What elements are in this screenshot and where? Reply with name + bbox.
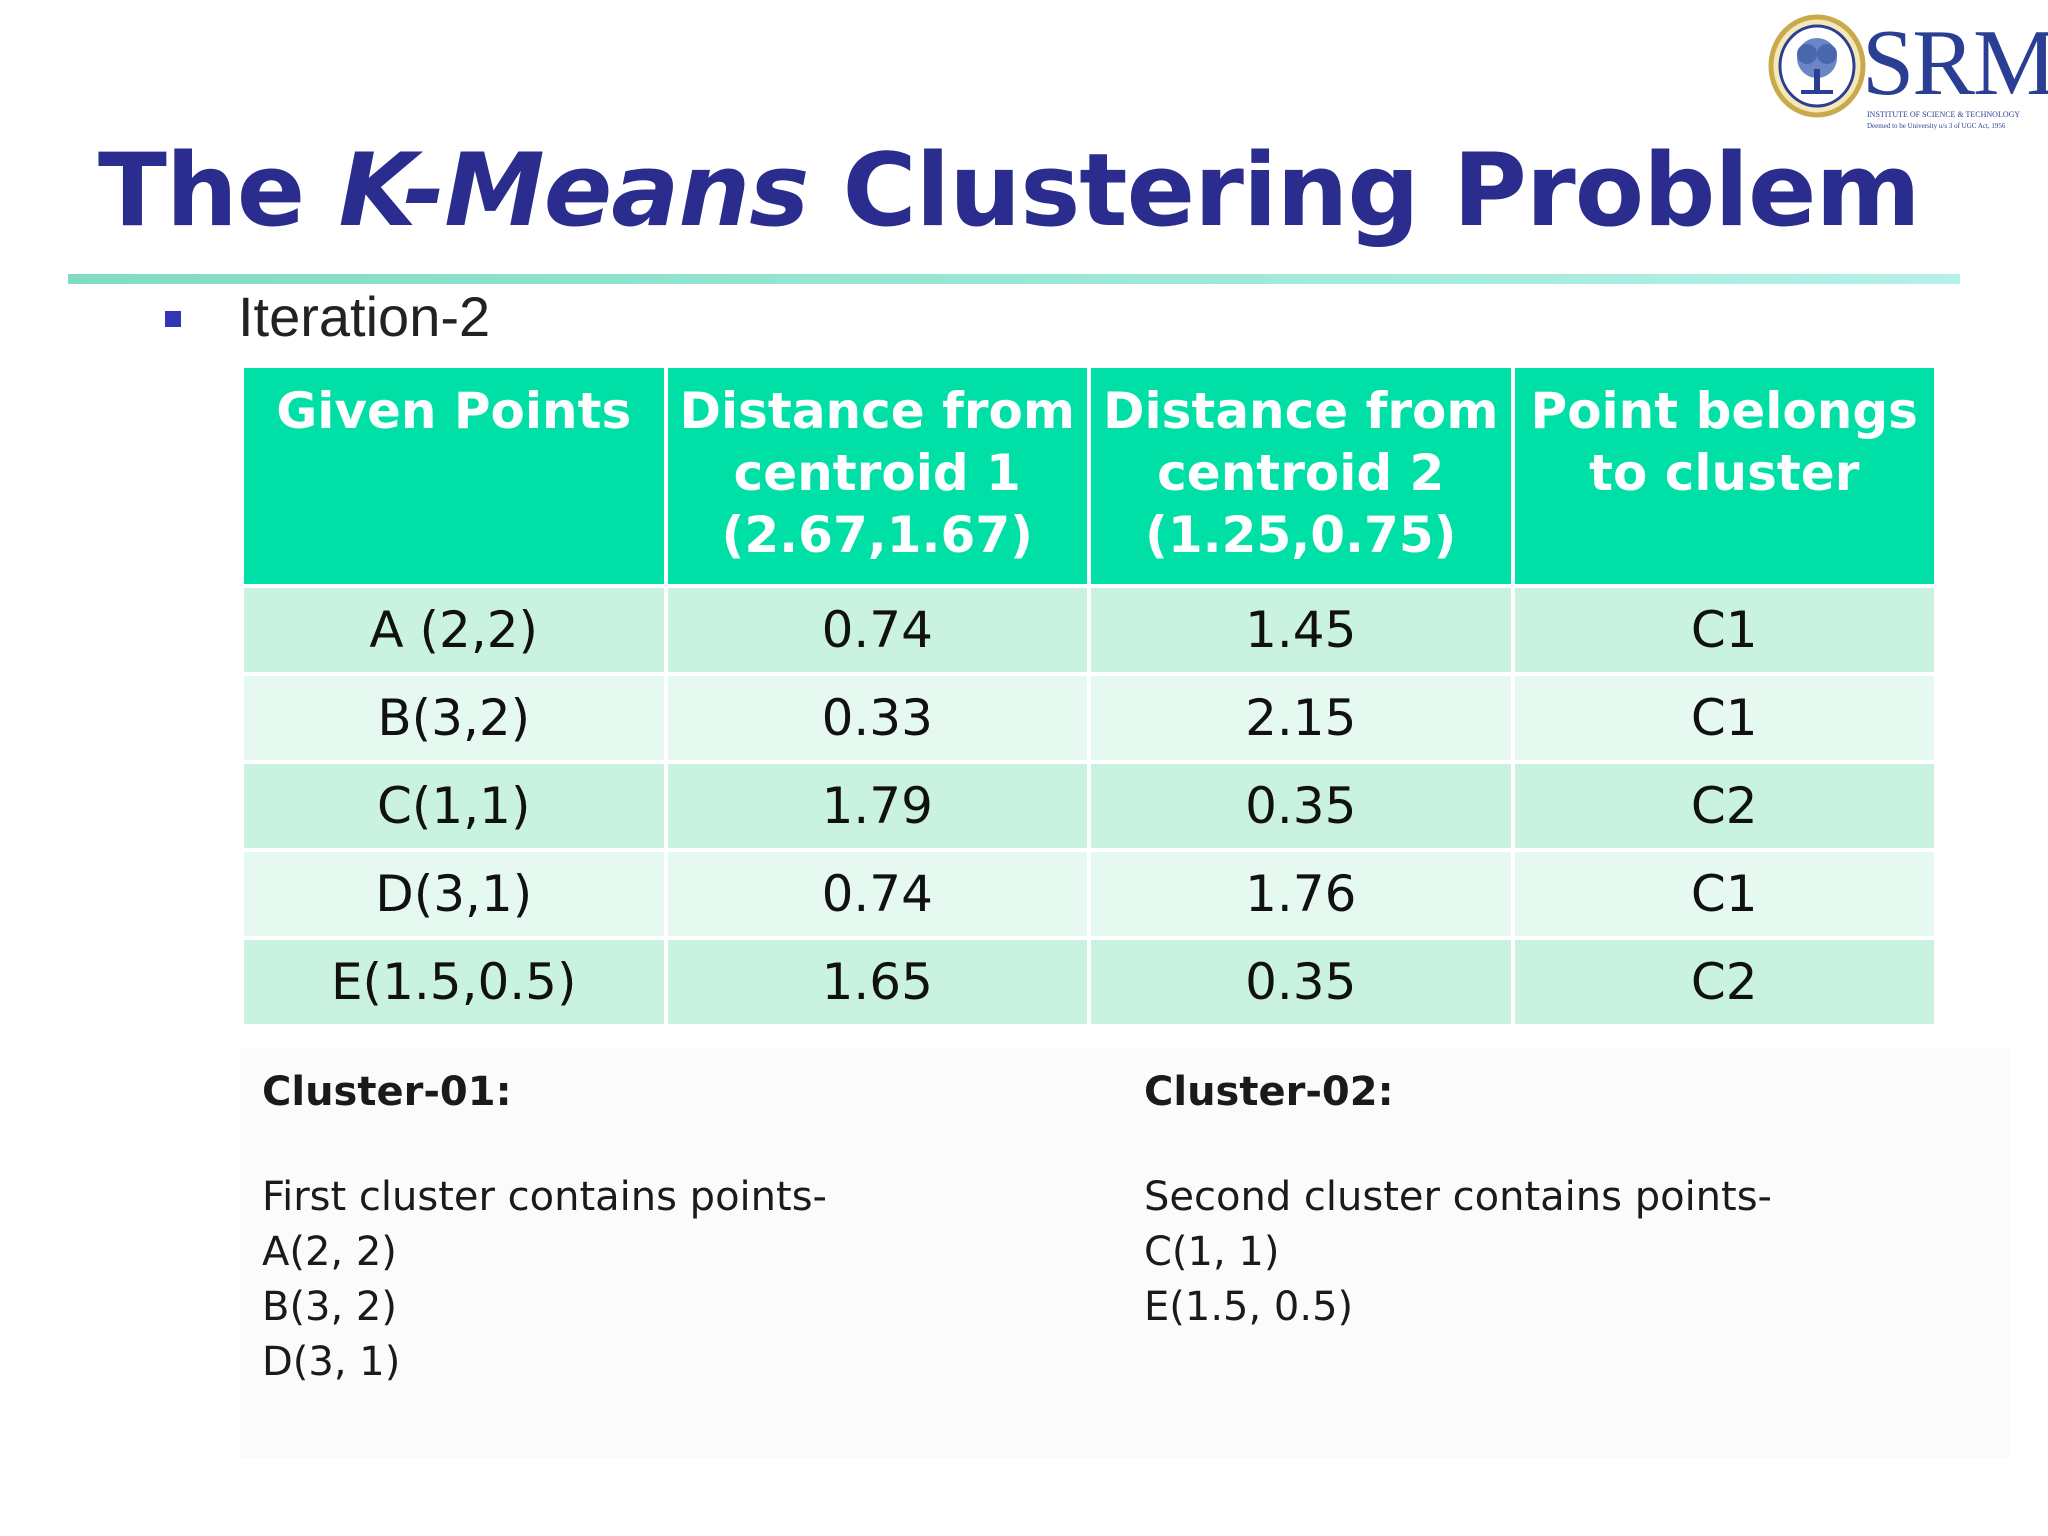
cluster-point: E(1.5, 0.5)	[1144, 1284, 1354, 1330]
cluster-point: D(3, 1)	[262, 1339, 401, 1385]
cluster-point: A(2, 2)	[262, 1229, 397, 1275]
cluster-cell: C1	[1510, 584, 1938, 676]
table-row: B(3,2) 0.33 2.15 C1	[240, 672, 1938, 764]
distance-table: Given Points Distance from centroid 1 (2…	[240, 364, 1938, 1028]
point-cell: A (2,2)	[240, 584, 668, 676]
cluster-point: C(1, 1)	[1144, 1229, 1280, 1275]
header-distance-centroid-2: Distance from centroid 2 (1.25,0.75)	[1087, 364, 1515, 588]
cluster-cell: C1	[1510, 672, 1938, 764]
cluster-heading: Cluster-02:	[1144, 1069, 1394, 1115]
title-italic: K-Means	[338, 131, 809, 249]
title-divider	[68, 274, 1960, 284]
table-row: A (2,2) 0.74 1.45 C1	[240, 584, 1938, 676]
distance-1-cell: 1.65	[663, 936, 1091, 1028]
header-given-points: Given Points	[240, 364, 668, 588]
iteration-label: Iteration-2	[238, 285, 491, 348]
title-prefix: The	[98, 131, 305, 249]
table-header-row: Given Points Distance from centroid 1 (2…	[240, 364, 1938, 588]
cluster-heading: Cluster-01:	[262, 1069, 512, 1115]
header-distance-centroid-1: Distance from centroid 1 (2.67,1.67)	[663, 364, 1091, 588]
cluster-point: B(3, 2)	[262, 1284, 397, 1330]
srm-seal-icon	[1768, 14, 1866, 118]
distance-1-cell: 1.79	[663, 760, 1091, 852]
point-cell: E(1.5,0.5)	[240, 936, 668, 1028]
header-cluster: Point belongs to cluster	[1510, 364, 1938, 588]
table-row: C(1,1) 1.79 0.35 C2	[240, 760, 1938, 852]
logo-subtitle-2: Deemed to be University u/s 3 of UGC Act…	[1867, 122, 2006, 130]
distance-2-cell: 1.76	[1087, 848, 1515, 940]
logo-wordmark: SRM	[1862, 11, 2048, 115]
srm-logo: SRM INSTITUTE OF SCIENCE & TECHNOLOGY De…	[1767, 14, 2048, 136]
point-cell: D(3,1)	[240, 848, 668, 940]
cluster-cell: C2	[1510, 936, 1938, 1028]
distance-2-cell: 2.15	[1087, 672, 1515, 764]
cluster-cell: C2	[1510, 760, 1938, 852]
distance-1-cell: 0.33	[663, 672, 1091, 764]
point-cell: C(1,1)	[240, 760, 668, 852]
cluster-intro: First cluster contains points-	[262, 1174, 827, 1220]
table-row: D(3,1) 0.74 1.76 C1	[240, 848, 1938, 940]
distance-2-cell: 0.35	[1087, 760, 1515, 852]
title-suffix: Clustering Problem	[842, 131, 1921, 249]
cluster-02-block: Cluster-02: Second cluster contains poin…	[1144, 1066, 1772, 1335]
logo-subtitle: INSTITUTE OF SCIENCE & TECHNOLOGY	[1867, 110, 2021, 119]
distance-2-cell: 1.45	[1087, 584, 1515, 676]
table-row: E(1.5,0.5) 1.65 0.35 C2	[240, 936, 1938, 1028]
distance-2-cell: 0.35	[1087, 936, 1515, 1028]
distance-1-cell: 0.74	[663, 584, 1091, 676]
point-cell: B(3,2)	[240, 672, 668, 764]
cluster-cell: C1	[1510, 848, 1938, 940]
bullet-square-icon	[165, 311, 181, 327]
cluster-intro: Second cluster contains points-	[1144, 1174, 1772, 1220]
distance-1-cell: 0.74	[663, 848, 1091, 940]
slide-title: The K-Means Clustering Problem	[98, 130, 1921, 250]
cluster-summary-panel: Cluster-01: First cluster contains point…	[240, 1048, 2010, 1458]
cluster-01-block: Cluster-01: First cluster contains point…	[262, 1066, 827, 1390]
